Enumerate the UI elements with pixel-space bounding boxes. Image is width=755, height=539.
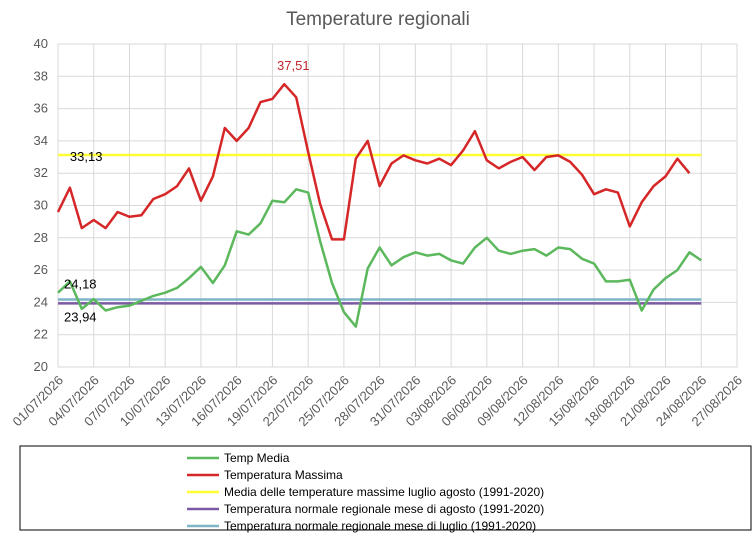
legend-label: Media delle temperature massime luglio a… (224, 485, 544, 499)
y-tick-label: 28 (34, 230, 48, 245)
series-lines (56, 82, 703, 328)
data-annotation: 24,18 (64, 276, 97, 291)
y-axis-ticks: 20 22 24 26 28 30 32 34 36 38 40 (34, 36, 48, 374)
reference-lines (58, 153, 702, 305)
annotations: 37,51 33,13 24,18 23,94 (64, 58, 310, 324)
y-tick-label: 30 (34, 198, 48, 213)
y-tick-label: 24 (34, 294, 48, 309)
series-line (57, 188, 703, 328)
data-annotation: 23,94 (64, 309, 97, 324)
series-line (56, 82, 691, 241)
legend-label: Temperatura normale regionale mese di lu… (224, 519, 536, 533)
legend-label: Temperatura Massima (224, 468, 343, 482)
legend-label: Temperatura normale regionale mese di ag… (224, 502, 544, 516)
data-annotation: 37,51 (277, 58, 310, 73)
legend-label: Temp Media (224, 451, 290, 465)
y-tick-label: 22 (34, 327, 48, 342)
y-tick-label: 40 (34, 36, 48, 51)
y-tick-label: 26 (34, 262, 48, 277)
y-tick-label: 36 (34, 101, 48, 116)
legend-box (19, 445, 752, 531)
y-tick-label: 20 (34, 359, 48, 374)
data-annotation: 33,13 (70, 149, 103, 164)
legend: Temp Media Temperatura Massima Media delle… (19, 445, 752, 533)
chart-title: Temperature regionali (286, 9, 470, 30)
y-tick-label: 34 (34, 133, 48, 148)
y-tick-label: 32 (34, 165, 48, 180)
y-tick-label: 38 (34, 68, 48, 83)
